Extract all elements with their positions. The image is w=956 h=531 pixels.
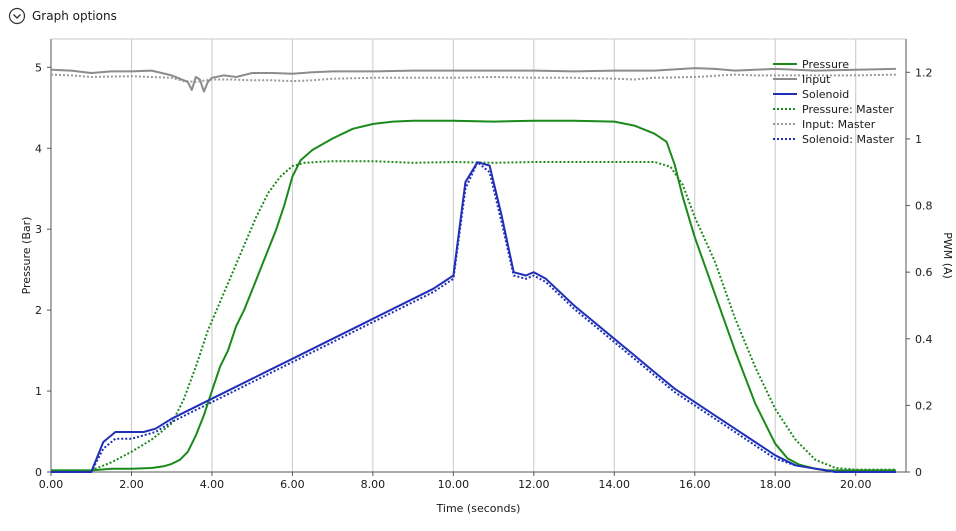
x-tick-label: 8.00 — [361, 478, 386, 491]
x-tick-label: 10.00 — [438, 478, 470, 491]
series-line-input-master — [50, 73, 896, 83]
x-tick-label: 0.00 — [39, 478, 64, 491]
y-tick-label: 3 — [35, 223, 42, 236]
legend-label: Pressure: Master — [802, 103, 894, 116]
legend-label: Input: Master — [802, 118, 876, 131]
x-tick-label: 2.00 — [119, 478, 144, 491]
x-tick-label: 16.00 — [679, 478, 711, 491]
legend-label: Solenoid — [802, 88, 849, 101]
series-line-pressure-master — [51, 160, 896, 472]
x-tick-label: 20.00 — [840, 478, 872, 491]
y2-tick-label: 0.2 — [915, 399, 933, 412]
y-tick-label: 1 — [35, 385, 42, 398]
x-tick-label: 4.00 — [200, 478, 225, 491]
y2-axis-label: PWM (A) — [941, 232, 954, 279]
series-line-input — [50, 67, 896, 93]
y2-tick-label: 1 — [915, 133, 922, 146]
x-tick-label: 6.00 — [280, 478, 305, 491]
graph-options-toggle[interactable]: Graph options — [8, 6, 117, 26]
x-tick-label: 12.00 — [518, 478, 550, 491]
graph-options-label: Graph options — [32, 9, 117, 23]
legend-label: Input — [802, 73, 831, 86]
legend-label: Pressure — [802, 58, 849, 71]
y-tick-label: 4 — [35, 142, 42, 155]
chevron-circle-down-icon — [8, 7, 26, 25]
series-line-pressure — [51, 119, 896, 472]
y2-tick-label: 0.8 — [915, 200, 933, 213]
series-line-solenoid — [51, 161, 896, 473]
y2-tick-label: 1.2 — [915, 66, 933, 79]
legend-label: Solenoid: Master — [802, 133, 895, 146]
y-tick-label: 2 — [35, 304, 42, 317]
y2-tick-label: 0 — [915, 466, 922, 479]
x-tick-label: 14.00 — [599, 478, 631, 491]
y-axis-label: Pressure (Bar) — [20, 217, 33, 295]
y-tick-label: 5 — [35, 61, 42, 74]
series-line-solenoid-master — [51, 161, 896, 473]
x-tick-label: 18.00 — [759, 478, 791, 491]
y-tick-label: 0 — [35, 466, 42, 479]
y2-tick-label: 0.4 — [915, 333, 933, 346]
y2-tick-label: 0.6 — [915, 266, 933, 279]
x-axis-label: Time (seconds) — [436, 502, 521, 515]
